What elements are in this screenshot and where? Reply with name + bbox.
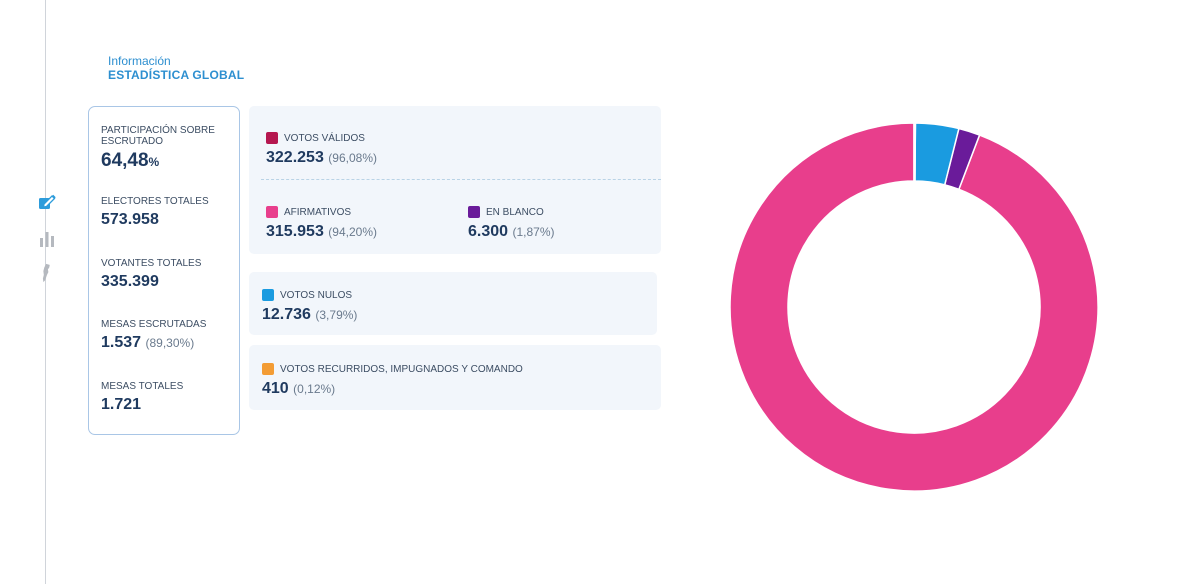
entry-en-blanco: EN BLANCO 6.300 (1,87%) — [468, 206, 555, 241]
entry-value: 322.253 (96,08%) — [266, 149, 377, 166]
stat-value: 1.537 (89,30%) — [101, 334, 195, 351]
stat-votantes: VOTANTES TOTALES 335.399 — [101, 258, 201, 291]
votos-recurridos-panel: VOTOS RECURRIDOS, IMPUGNADOS Y COMANDO 4… — [249, 345, 661, 410]
entry-label: VOTOS NULOS — [280, 289, 353, 301]
votes-donut-chart — [729, 122, 1099, 492]
stat-label: PARTICIPACIÓN SOBRE ESCRUTADO — [101, 125, 215, 147]
section-title: ESTADÍSTICA GLOBAL — [108, 68, 245, 82]
stat-participacion: PARTICIPACIÓN SOBRE ESCRUTADO 64,48% — [101, 125, 226, 172]
entry-votos-nulos: VOTOS NULOS 12.736 (3,79%) — [262, 289, 357, 324]
color-swatch — [262, 289, 274, 301]
entry-label: EN BLANCO — [486, 206, 544, 218]
donut-slice-afirmativos — [729, 122, 1099, 492]
stat-mesas-totales: MESAS TOTALES 1.721 — [101, 381, 183, 414]
entry-label: VOTOS VÁLIDOS — [284, 132, 365, 144]
entry-value: 410 (0,12%) — [262, 380, 336, 397]
color-swatch — [262, 363, 274, 375]
stat-value: 335.399 — [101, 273, 159, 290]
entry-label: VOTOS RECURRIDOS, IMPUGNADOS Y COMANDO — [280, 363, 523, 375]
color-swatch — [468, 206, 480, 218]
summary-card: PARTICIPACIÓN SOBRE ESCRUTADO 64,48% ELE… — [88, 106, 240, 435]
stat-label: MESAS ESCRUTADAS — [101, 319, 207, 330]
entry-afirmativos: AFIRMATIVOS 315.953 (94,20%) — [266, 206, 377, 241]
donut-slice-votos-recurridos-impugnados-y-comando — [913, 122, 917, 182]
entry-value: 6.300 (1,87%) — [468, 223, 555, 240]
bar-chart-icon[interactable] — [37, 229, 57, 249]
stat-value: 573.958 — [101, 211, 159, 228]
map-icon[interactable] — [37, 263, 57, 283]
entry-label: AFIRMATIVOS — [284, 206, 352, 218]
votos-nulos-panel: VOTOS NULOS 12.736 (3,79%) — [249, 272, 657, 335]
edit-icon[interactable] — [37, 192, 57, 212]
stat-label: VOTANTES TOTALES — [101, 258, 202, 269]
stat-mesas-escrutadas: MESAS ESCRUTADAS 1.537 (89,30%) — [101, 319, 206, 352]
stat-value: 1.721 — [101, 396, 142, 413]
section-header: Información ESTADÍSTICA GLOBAL — [108, 54, 245, 83]
color-swatch — [266, 206, 278, 218]
votos-validos-panel: VOTOS VÁLIDOS 322.253 (96,08%) AFIRMATIV… — [249, 106, 661, 254]
entry-votos-recurridos: VOTOS RECURRIDOS, IMPUGNADOS Y COMANDO 4… — [262, 363, 523, 398]
color-swatch — [266, 132, 278, 144]
stat-label: ELECTORES TOTALES — [101, 196, 209, 207]
entry-value: 12.736 (3,79%) — [262, 306, 358, 323]
entry-value: 315.953 (94,20%) — [266, 223, 377, 240]
sidebar-divider — [45, 0, 46, 584]
section-subtitle: Información — [108, 54, 171, 68]
stat-value: 64,48% — [101, 150, 160, 171]
entry-votos-validos: VOTOS VÁLIDOS 322.253 (96,08%) — [266, 132, 377, 167]
stat-label: MESAS TOTALES — [101, 381, 184, 392]
panel-divider — [261, 179, 661, 180]
stat-electores: ELECTORES TOTALES 573.958 — [101, 196, 209, 229]
